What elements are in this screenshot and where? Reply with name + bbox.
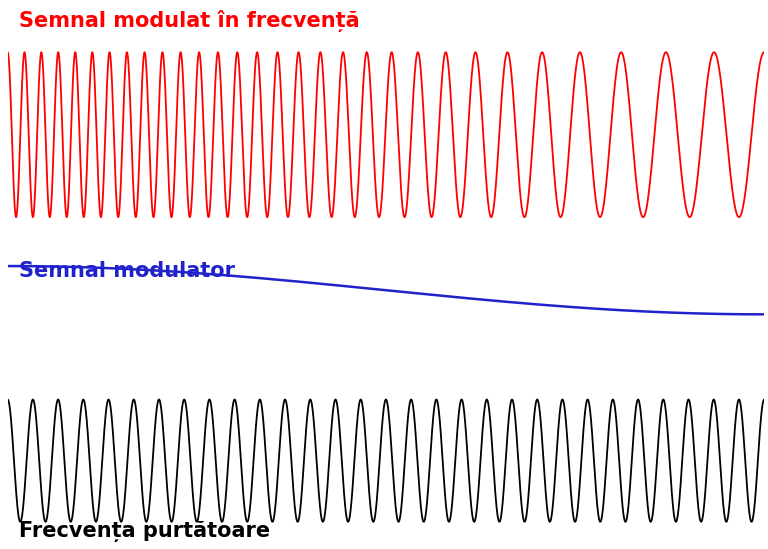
Text: Semnal modulator: Semnal modulator xyxy=(19,261,235,282)
Text: Frecvența purtătoare: Frecvența purtătoare xyxy=(19,521,270,542)
Text: Semnal modulat în frecvență: Semnal modulat în frecvență xyxy=(19,10,359,32)
